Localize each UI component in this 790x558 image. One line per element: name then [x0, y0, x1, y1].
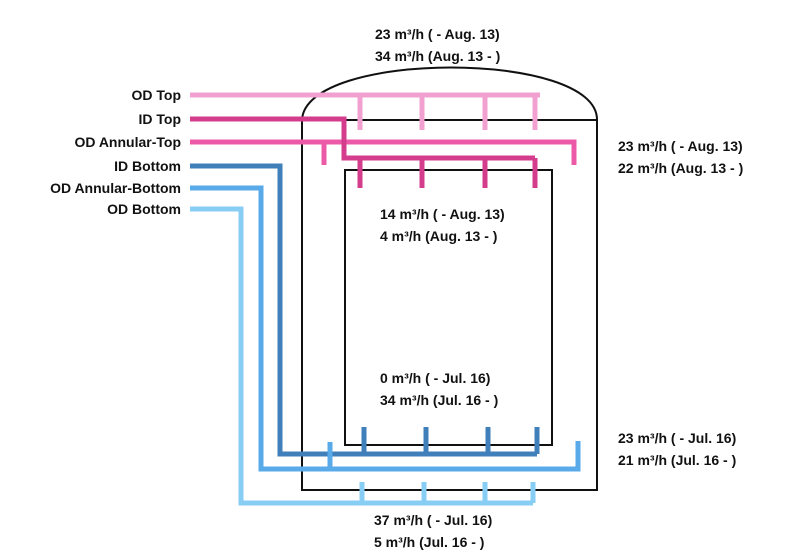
inlet-label-od-bottom: OD Bottom: [107, 201, 181, 217]
inlet-label-od-annular-top: OD Annular-Top: [74, 134, 181, 150]
flow-od-annular-top-before: 23 m³/h ( - Aug. 13): [618, 138, 743, 154]
flow-id-top-before: 14 m³/h ( - Aug. 13): [380, 206, 505, 222]
flow-id-top-after: 4 m³/h (Aug. 13 - ): [380, 228, 497, 244]
id-top-pipe: [190, 116, 538, 188]
od-annular-bottom-pipe: [190, 185, 581, 472]
flow-od-annular-bottom-after: 21 m³/h (Jul. 16 - ): [618, 452, 736, 468]
outer-detector-wall: [301, 119, 598, 491]
flow-od-top-after: 34 m³/h (Aug. 13 - ): [375, 48, 500, 64]
pipes: [190, 92, 581, 506]
flow-id-bottom-before: 0 m³/h ( - Jul. 16): [380, 370, 490, 386]
flow-annotations: 23 m³/h ( - Aug. 13) 34 m³/h (Aug. 13 - …: [374, 26, 743, 550]
od-top-pipe: [190, 92, 540, 130]
id-bottom-pipe: [190, 163, 540, 457]
od-annular-top-pipe: [190, 139, 577, 165]
flow-od-bottom-before: 37 m³/h ( - Jul. 16): [374, 512, 492, 528]
od-bottom-pipe: [190, 206, 536, 506]
flow-od-annular-top-after: 22 m³/h (Aug. 13 - ): [618, 160, 743, 176]
inlet-labels: OD Top ID Top OD Annular-Top ID Bottom O…: [50, 87, 181, 217]
flow-od-bottom-after: 5 m³/h (Jul. 16 - ): [374, 534, 484, 550]
flow-id-bottom-after: 34 m³/h (Jul. 16 - ): [380, 392, 498, 408]
inlet-label-od-annular-bottom: OD Annular-Bottom: [50, 180, 181, 196]
inner-detector-wall: [344, 169, 553, 446]
flow-od-top-before: 23 m³/h ( - Aug. 13): [375, 26, 500, 42]
inlet-label-id-bottom: ID Bottom: [114, 158, 181, 174]
inlet-label-od-top: OD Top: [131, 87, 181, 103]
flow-od-annular-bottom-before: 23 m³/h ( - Jul. 16): [618, 430, 736, 446]
inlet-label-id-top: ID Top: [138, 111, 181, 127]
